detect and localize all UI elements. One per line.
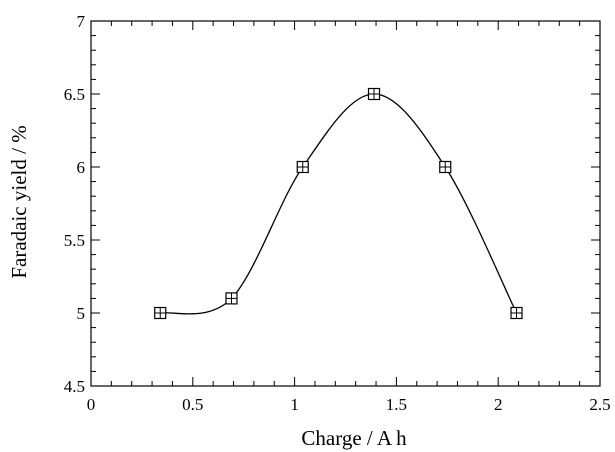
y-tick-label: 7 [77, 12, 86, 31]
x-tick-label: 0 [87, 395, 96, 414]
data-point-marker [367, 87, 381, 101]
y-axis-title: Faradaic yield / % [7, 125, 31, 278]
x-axis-title: Charge / A h [301, 426, 407, 450]
plot-frame [90, 20, 601, 387]
x-tick-label: 0.5 [182, 395, 203, 414]
y-tick-label: 5.5 [64, 231, 85, 250]
x-tick-label: 1 [290, 395, 299, 414]
x-tick-label: 2.5 [589, 395, 610, 414]
y-tick-label: 4.5 [64, 377, 85, 396]
y-tick-label: 6.5 [64, 85, 85, 104]
x-tick-label: 2 [494, 395, 503, 414]
series-line [160, 93, 518, 315]
y-tick-label: 5 [77, 304, 86, 323]
data-point-marker [225, 292, 238, 305]
axis-ticks [90, 20, 601, 387]
x-tick-label: 1.5 [386, 395, 407, 414]
data-point-marker [154, 306, 167, 320]
data-point-marker [510, 306, 523, 320]
data-point-marker [296, 160, 309, 174]
data-point-marker [439, 160, 452, 174]
y-tick-label: 6 [77, 158, 86, 177]
